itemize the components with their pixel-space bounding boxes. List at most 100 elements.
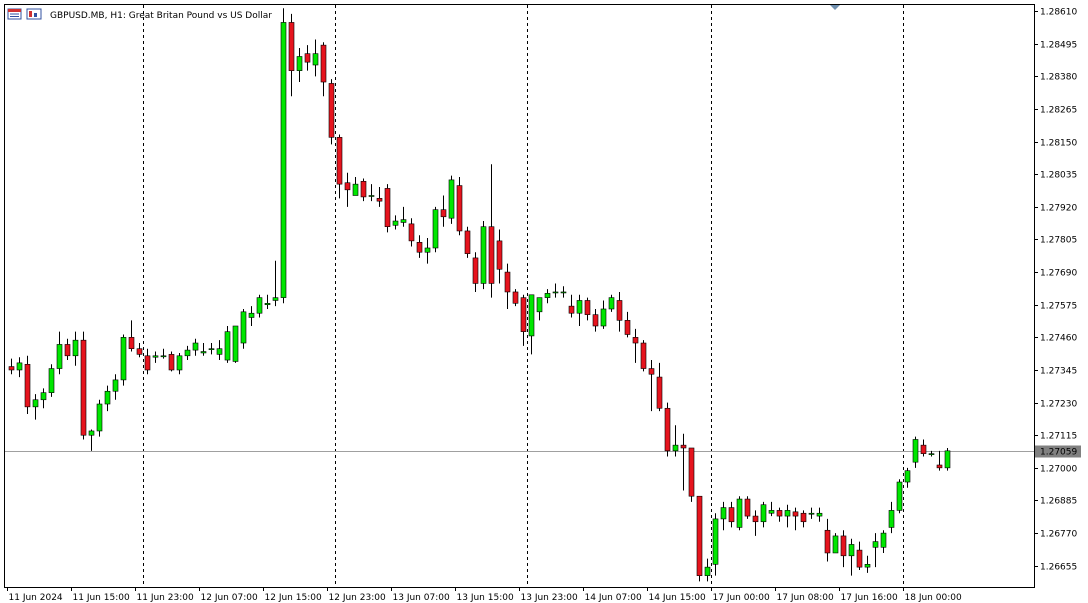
candle — [608, 294, 615, 312]
candle-body-bull — [200, 351, 207, 354]
time-tick-label: 11 Jun 15:00 — [73, 593, 130, 603]
candle-body-bear — [648, 368, 655, 375]
price-tick-label: 1.27920 — [1040, 204, 1077, 214]
candle — [784, 504, 791, 528]
price-tick-label: 1.28035 — [1040, 171, 1077, 181]
candle-body-bear — [464, 230, 471, 254]
candle — [328, 79, 335, 145]
candle-body-bull — [192, 342, 199, 351]
time-tick-label: 12 Jun 15:00 — [265, 593, 322, 603]
candle — [848, 538, 855, 576]
candle — [936, 450, 943, 471]
candle — [88, 429, 95, 451]
candle — [640, 340, 647, 372]
candle-body-bear — [520, 297, 527, 332]
candle — [464, 226, 471, 258]
candle — [928, 450, 935, 457]
candle — [320, 42, 327, 97]
candle — [856, 541, 863, 570]
candle — [624, 311, 631, 338]
candle-body-bear — [320, 44, 327, 83]
candle — [168, 351, 175, 372]
chart-title-text: GBPUSD.MB, H1: Great Britan Pound vs US … — [50, 11, 272, 21]
candle — [488, 164, 495, 298]
candle-body-bear — [936, 464, 943, 469]
candle-body-bear — [344, 182, 351, 191]
candle — [800, 510, 807, 528]
candle-body-bull — [400, 219, 407, 223]
price-axis[interactable]: 1.28610 1.28495 1.28380 1.28265 1.28150 1.280… — [1034, 8, 1077, 573]
candle-body-bear — [664, 407, 671, 452]
candle — [504, 263, 511, 309]
chart-title: GBPUSD.MB, H1: Great Britan Pound vs US … — [7, 8, 272, 21]
candle-body-bear — [144, 355, 151, 371]
candle — [336, 134, 343, 199]
chart-shift-marker[interactable] — [830, 5, 840, 10]
candle — [384, 184, 391, 233]
candle-body-bear — [688, 447, 695, 497]
price-tick-label: 1.28265 — [1040, 106, 1077, 116]
candle-body-bull — [760, 504, 767, 523]
candle-body-bear — [136, 348, 143, 355]
candle — [104, 385, 111, 412]
candle — [200, 343, 207, 356]
candle-body-bull — [736, 498, 743, 528]
candle-body-bear — [632, 337, 639, 344]
current-price-label: 1.27059 — [1035, 445, 1081, 458]
candle — [904, 467, 911, 488]
candle-body-bear — [472, 257, 479, 284]
candle-body-bull — [712, 518, 719, 565]
candle — [872, 533, 879, 568]
candle — [576, 294, 583, 326]
price-tick-label: 1.27805 — [1040, 236, 1077, 246]
candle-body-bear — [616, 300, 623, 321]
time-axis[interactable]: 11 Jun 2024 11 Jun 15:00 11 Jun 23:00 12 Ju… — [7, 587, 962, 603]
candle-body-bear — [680, 444, 687, 449]
candle-body-bull — [104, 390, 111, 405]
candle-body-bear — [336, 137, 343, 185]
candle-body-bull — [872, 541, 879, 548]
chart-type-icon[interactable] — [26, 8, 42, 20]
candle — [736, 496, 743, 531]
price-tick-label: 1.27115 — [1040, 432, 1077, 442]
candle-body-bull — [608, 297, 615, 310]
candle-body-bear — [840, 535, 847, 557]
candle-body-bear — [512, 291, 519, 304]
candle-body-bull — [880, 532, 887, 548]
candle — [216, 340, 223, 361]
candle-body-bull — [448, 179, 455, 219]
candle — [136, 343, 143, 358]
candle — [896, 479, 903, 514]
candle-body-bull — [224, 331, 231, 361]
candle — [32, 394, 39, 420]
candle-body-bull — [152, 355, 159, 358]
candle — [696, 495, 703, 582]
candle — [528, 294, 535, 355]
candle-body-bull — [816, 512, 823, 517]
candle — [144, 348, 151, 375]
candle — [184, 345, 191, 361]
candle-body-bear — [24, 363, 31, 408]
candle — [248, 306, 255, 326]
candle-body-bull — [832, 535, 839, 554]
candle — [352, 177, 359, 196]
candle-body-bear — [640, 342, 647, 369]
candle — [208, 343, 215, 355]
candle-body-bear — [744, 498, 751, 517]
candle — [440, 195, 447, 227]
window-menu-icon[interactable] — [7, 8, 22, 20]
candle-body-bull — [784, 510, 791, 517]
candle-body-bull — [864, 564, 871, 568]
candle-body-bear — [592, 314, 599, 327]
candle-body-bull — [544, 293, 551, 298]
candle — [728, 501, 735, 528]
candle — [224, 325, 231, 363]
candle-body-bull — [352, 183, 359, 196]
candle-body-bull — [40, 392, 47, 401]
symbol-name: GBPUSD.MB — [50, 11, 105, 21]
candle — [472, 252, 479, 292]
candle-body-bear — [488, 226, 495, 284]
timeframe: H1 — [110, 11, 123, 21]
candle-body-bear — [128, 337, 135, 349]
